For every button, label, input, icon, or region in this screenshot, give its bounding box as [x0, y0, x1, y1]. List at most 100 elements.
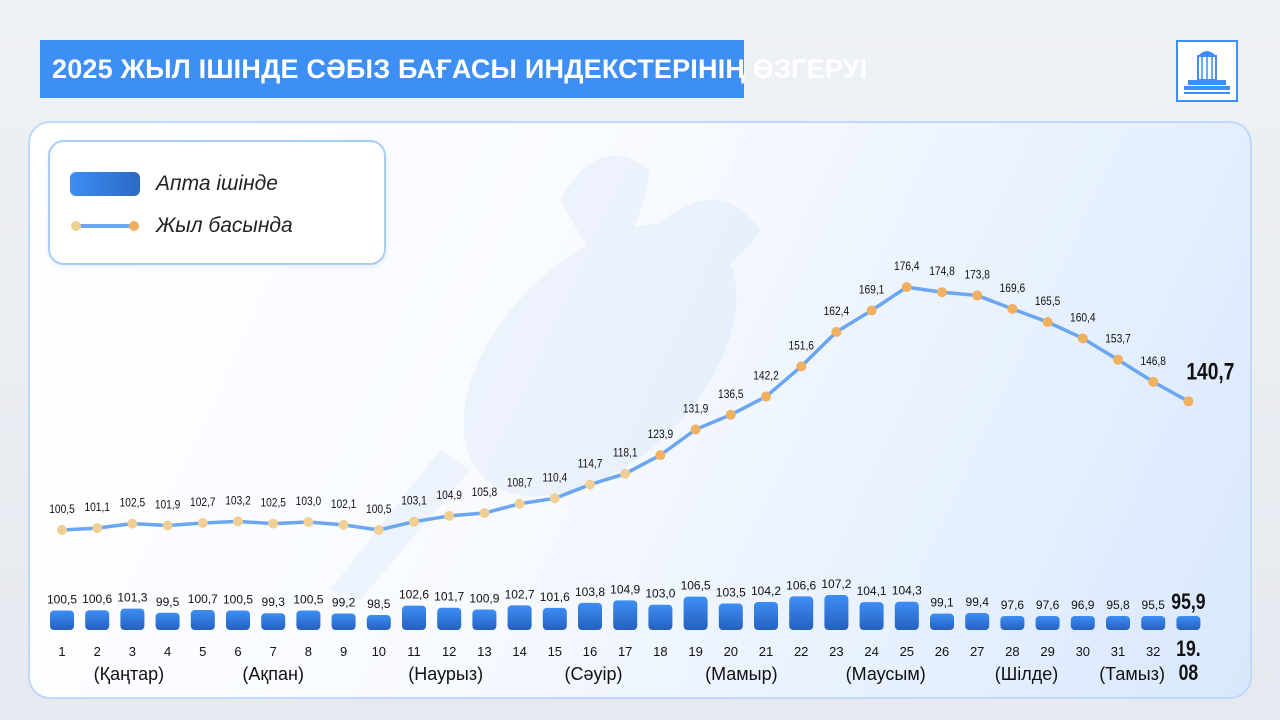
weekly-bar	[965, 612, 990, 630]
weekly-bar	[648, 604, 673, 630]
weekly-bar	[789, 596, 814, 630]
ytd-point-label: 110,4	[542, 472, 567, 485]
ytd-point	[1183, 396, 1194, 407]
ytd-point-label: 103,1	[401, 495, 427, 508]
x-tick-label: 19.	[1176, 637, 1200, 661]
ytd-point	[233, 516, 243, 527]
legend: Апта ішінде Жыл басында	[48, 140, 386, 265]
month-label: (Мамыр)	[705, 664, 778, 684]
weekly-bar	[718, 603, 743, 630]
ytd-point-label: 104,9	[436, 489, 462, 502]
weekly-bar-label: 97,6	[1036, 598, 1060, 612]
ytd-point	[796, 361, 807, 372]
weekly-bar-label: 103,5	[716, 586, 746, 600]
ytd-point-label: 103,2	[225, 495, 251, 508]
weekly-bar-label: 99,5	[156, 595, 180, 609]
month-label: (Наурыз)	[408, 664, 483, 684]
weekly-bar	[1035, 616, 1060, 630]
x-tick-label: 10	[372, 644, 386, 659]
weekly-bar	[261, 613, 286, 630]
ytd-point	[1148, 376, 1159, 387]
page-title: 2025 ЖЫЛ ІШІНДЕ СӘБІЗ БАҒАСЫ ИНДЕКСТЕРІН…	[52, 53, 868, 84]
ytd-point-label: 105,8	[472, 486, 498, 499]
ytd-point-label: 102,7	[190, 496, 216, 509]
legend-weekly-label: Апта ішінде	[156, 172, 278, 195]
weekly-bar	[930, 613, 954, 630]
ytd-point-label: 136,5	[718, 388, 744, 401]
x-tick-label: 2	[94, 644, 101, 659]
x-tick-label: 18	[653, 644, 667, 659]
ytd-point	[761, 391, 771, 402]
ytd-point	[373, 525, 384, 535]
x-tick-label: 32	[1146, 644, 1160, 659]
weekly-bar	[85, 610, 110, 630]
month-label: (Сәуір)	[565, 664, 623, 684]
legend-item-weekly: Апта ішінде	[70, 172, 278, 196]
x-tick-label: 29	[1040, 644, 1054, 659]
x-tick-label: 12	[442, 644, 456, 659]
ytd-point-label: 114,7	[578, 458, 603, 471]
ytd-point	[690, 424, 701, 435]
x-tick-label: 14	[512, 644, 526, 659]
ytd-point-label: 123,9	[648, 428, 674, 441]
weekly-bar	[1000, 616, 1025, 630]
ytd-point	[620, 468, 631, 479]
x-tick-label: 3	[129, 644, 136, 659]
weekly-bar	[331, 613, 356, 630]
legend-line-swatch	[70, 214, 140, 238]
ytd-point-label: 169,1	[859, 284, 885, 297]
ytd-point	[1113, 354, 1123, 365]
x-tick-label: 24	[864, 644, 878, 659]
weekly-bar	[296, 610, 321, 630]
weekly-bar-label: 99,4	[966, 595, 990, 609]
month-label: (Тамыз)	[1099, 664, 1165, 684]
weekly-bar-label: 101,3	[117, 591, 147, 605]
weekly-bar	[1106, 616, 1130, 630]
month-label: (Қаңтар)	[94, 664, 165, 684]
x-tick-label: 20	[724, 644, 738, 659]
weekly-bar	[894, 601, 919, 630]
ytd-point-label: 142,2	[753, 370, 779, 383]
x-tick-label: 19	[688, 644, 702, 659]
weekly-bar-label: 99,1	[930, 596, 954, 610]
ytd-point-label: 140,7	[1186, 357, 1234, 385]
x-tick-label: 30	[1076, 644, 1090, 659]
weekly-bar	[507, 605, 532, 630]
weekly-bar-label: 99,2	[332, 595, 356, 609]
weekly-bar-label: 95,9	[1171, 590, 1205, 614]
building-logo-icon	[1184, 51, 1230, 94]
weekly-bar-label: 104,2	[751, 584, 781, 598]
x-tick-label: 25	[900, 644, 914, 659]
ytd-point	[549, 493, 560, 504]
ytd-point-label: 165,5	[1035, 295, 1061, 308]
x-tick-label: 11	[407, 644, 421, 659]
x-tick-label: 4	[164, 644, 171, 659]
weekly-bar-label: 95,8	[1106, 598, 1130, 612]
ytd-point	[127, 518, 138, 529]
ytd-point	[57, 525, 67, 535]
ytd-point	[268, 518, 279, 529]
weekly-bar-label: 104,9	[610, 582, 640, 596]
ytd-point-label: 153,7	[1105, 333, 1131, 346]
weekly-bar-label: 101,6	[540, 590, 570, 604]
ytd-point-label: 103,0	[296, 495, 322, 508]
weekly-bar	[824, 595, 849, 630]
ytd-point	[655, 450, 666, 461]
weekly-bar	[50, 610, 74, 630]
weekly-bar	[366, 615, 391, 630]
x-tick-label: 31	[1111, 644, 1125, 659]
ytd-point	[162, 520, 173, 531]
ytd-point-label: 102,5	[120, 497, 146, 510]
x-tick-label: 5	[199, 644, 206, 659]
ytd-point	[585, 479, 595, 490]
weekly-bar	[226, 610, 250, 630]
weekly-bar-label: 106,6	[786, 578, 816, 592]
ytd-point-label: 176,4	[894, 260, 920, 273]
weekly-bar-label: 95,5	[1142, 598, 1166, 612]
x-tick-label: 13	[477, 644, 491, 659]
weekly-bar	[613, 600, 638, 630]
weekly-bar	[683, 596, 708, 630]
ytd-point	[901, 282, 912, 293]
weekly-bar-label: 103,0	[645, 587, 675, 601]
